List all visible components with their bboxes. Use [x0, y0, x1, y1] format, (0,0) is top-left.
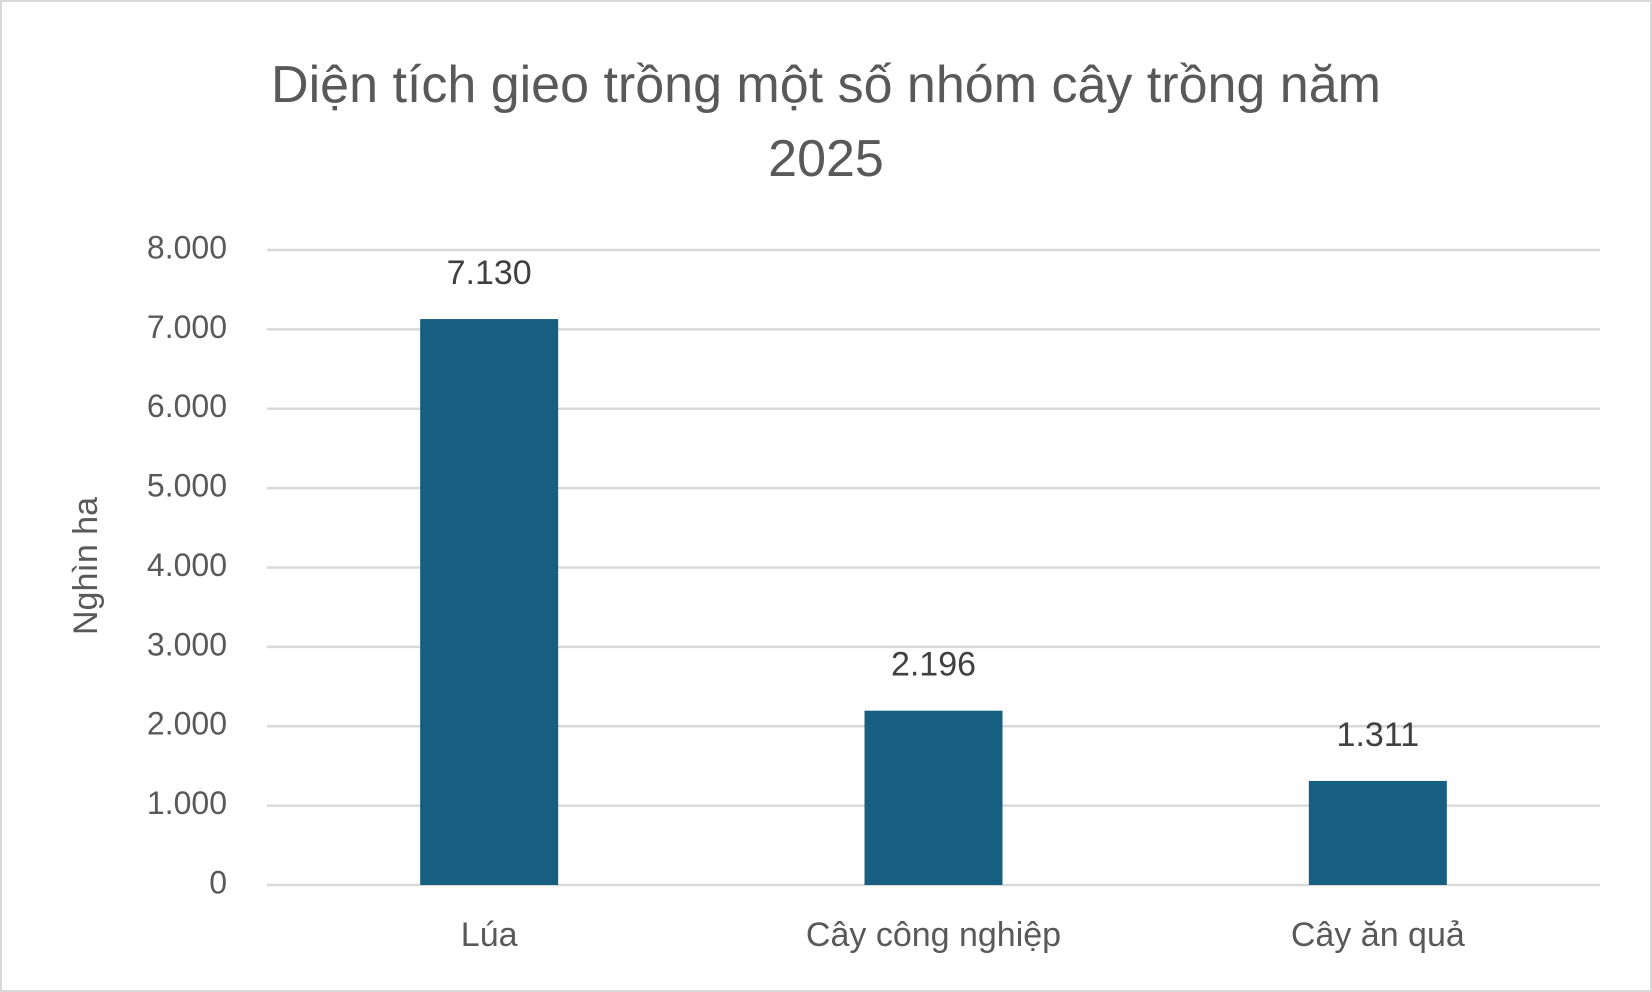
y-tick-label: 6.000: [147, 388, 227, 424]
chart-title: Diện tích gieo trồng một số nhóm cây trồ…: [271, 56, 1381, 188]
x-tick-label: Cây ăn quả: [1291, 916, 1465, 954]
x-tick-label: Lúa: [461, 916, 518, 954]
y-tick-label: 1.000: [147, 785, 227, 821]
bar: [864, 710, 1003, 885]
y-tick-label: 8.000: [147, 229, 227, 265]
x-tick-label: Cây công nghiệp: [806, 916, 1061, 954]
data-label: 1.311: [1337, 716, 1420, 754]
y-axis-label: Nghìn ha: [67, 497, 105, 635]
y-tick-label: 7.000: [147, 309, 227, 345]
y-tick-label: 4.000: [147, 547, 227, 583]
y-tick-label: 0: [209, 864, 227, 900]
y-tick-label: 2.000: [147, 706, 227, 742]
y-tick-label: 3.000: [147, 626, 227, 662]
y-tick-label: 5.000: [147, 468, 227, 504]
data-label: 2.196: [891, 646, 976, 684]
bar: [1308, 780, 1447, 885]
bar: [420, 319, 559, 885]
data-label: 7.130: [447, 254, 532, 292]
